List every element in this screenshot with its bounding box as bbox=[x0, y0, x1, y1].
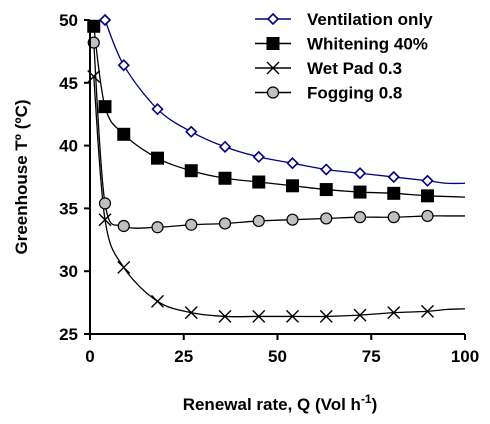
y-ticks: 25 30 35 40 45 50 bbox=[59, 11, 90, 344]
x-tick-label-0: 0 bbox=[85, 347, 94, 366]
point-ventilation-only-10 bbox=[421, 174, 434, 187]
point-wet-pad-0-3-6 bbox=[252, 309, 266, 323]
point-fogging-0-8-11 bbox=[421, 209, 434, 223]
point-ventilation-only-1 bbox=[117, 59, 130, 72]
point-wet-pad-0-3-9 bbox=[353, 308, 367, 322]
point-ventilation-only-7 bbox=[320, 163, 333, 176]
x-axis-title-superscript: -1 bbox=[361, 392, 372, 406]
point-wet-pad-0-3-11 bbox=[421, 304, 434, 318]
point-ventilation-only-5 bbox=[252, 150, 265, 164]
point-whitening-40-11 bbox=[421, 189, 434, 203]
point-ventilation-only-0 bbox=[98, 13, 112, 27]
point-whitening-40-2 bbox=[117, 127, 131, 141]
point-ventilation-only-3 bbox=[185, 125, 198, 138]
legend: Ventilation only Whitening 40% Wet Pad 0.3… bbox=[255, 10, 433, 103]
point-fogging-0-8-7 bbox=[286, 213, 299, 226]
point-fogging-0-8-3 bbox=[151, 221, 164, 234]
point-fogging-0-8-8 bbox=[320, 212, 333, 225]
series-line-fogging-0-8 bbox=[93, 42, 465, 229]
point-wet-pad-0-3-10 bbox=[387, 306, 401, 320]
point-wet-pad-0-3-7 bbox=[286, 309, 299, 323]
series-line-wet-pad-0-3 bbox=[93, 76, 466, 318]
point-ventilation-only-9 bbox=[387, 170, 400, 184]
point-ventilation-only-2 bbox=[151, 103, 164, 116]
y-tick-label-30: 30 bbox=[59, 262, 78, 281]
y-tick-label-35: 35 bbox=[59, 199, 78, 218]
legend-marker-wet-pad-0-3 bbox=[266, 61, 280, 75]
legend-marker-ventilation-only bbox=[266, 12, 280, 26]
point-whitening-40-9 bbox=[353, 185, 367, 199]
point-ventilation-only-8 bbox=[353, 167, 367, 180]
point-wet-pad-0-3-1 bbox=[98, 213, 112, 227]
point-fogging-0-8-1 bbox=[98, 197, 112, 210]
point-ventilation-only-4 bbox=[218, 140, 232, 153]
point-fogging-0-8-9 bbox=[353, 211, 367, 224]
y-tick-label-25: 25 bbox=[59, 325, 78, 344]
point-fogging-0-8-4 bbox=[185, 218, 198, 231]
point-ventilation-only-6 bbox=[286, 157, 299, 170]
axes bbox=[89, 20, 465, 335]
point-whitening-40-7 bbox=[286, 179, 299, 193]
legend-label-whitening-40: Whitening 40% bbox=[307, 35, 428, 54]
y-tick-label-50: 50 bbox=[59, 11, 78, 30]
y-axis-title: Greenhouse Tº (ºC) bbox=[12, 99, 31, 254]
x-tick-label-50: 50 bbox=[268, 347, 287, 366]
point-fogging-0-8-2 bbox=[117, 219, 130, 233]
point-fogging-0-8-10 bbox=[387, 211, 400, 224]
series-markers bbox=[87, 13, 434, 323]
point-whitening-40-10 bbox=[387, 186, 401, 200]
x-tick-label-75: 75 bbox=[362, 347, 381, 366]
legend-label-fogging-0-8: Fogging 0.8 bbox=[307, 84, 402, 103]
point-wet-pad-0-3-3 bbox=[151, 294, 164, 308]
y-tick-label-45: 45 bbox=[59, 74, 78, 93]
point-wet-pad-0-3-8 bbox=[319, 309, 333, 323]
legend-label-wet-pad-0-3: Wet Pad 0.3 bbox=[307, 59, 402, 78]
point-fogging-0-8-6 bbox=[252, 214, 265, 228]
point-whitening-40-3 bbox=[151, 151, 164, 165]
point-wet-pad-0-3-5 bbox=[218, 309, 232, 323]
point-whitening-40-4 bbox=[184, 164, 198, 178]
point-whitening-40-1 bbox=[98, 100, 112, 114]
point-whitening-40-5 bbox=[218, 171, 232, 185]
point-wet-pad-0-3-2 bbox=[117, 260, 131, 274]
point-whitening-40-6 bbox=[252, 175, 266, 189]
x-axis-title-main: Renewal rate, Q (Vol h bbox=[183, 395, 361, 414]
y-tick-label-40: 40 bbox=[59, 137, 78, 156]
x-ticks: 0 25 50 75 100 bbox=[85, 334, 479, 366]
x-tick-label-100: 100 bbox=[451, 347, 479, 366]
legend-label-ventilation-only: Ventilation only bbox=[307, 10, 433, 29]
point-whitening-40-8 bbox=[319, 183, 333, 197]
series-lines bbox=[93, 19, 466, 318]
point-wet-pad-0-3-4 bbox=[184, 306, 198, 320]
x-axis-title-suffix: ) bbox=[372, 395, 378, 414]
x-tick-label-25: 25 bbox=[174, 347, 193, 366]
point-fogging-0-8-5 bbox=[218, 217, 232, 230]
legend-marker-fogging-0-8 bbox=[266, 86, 280, 99]
legend-marker-whitening-40 bbox=[266, 37, 280, 50]
x-axis-title: Renewal rate, Q (Vol h-1) bbox=[183, 392, 378, 414]
